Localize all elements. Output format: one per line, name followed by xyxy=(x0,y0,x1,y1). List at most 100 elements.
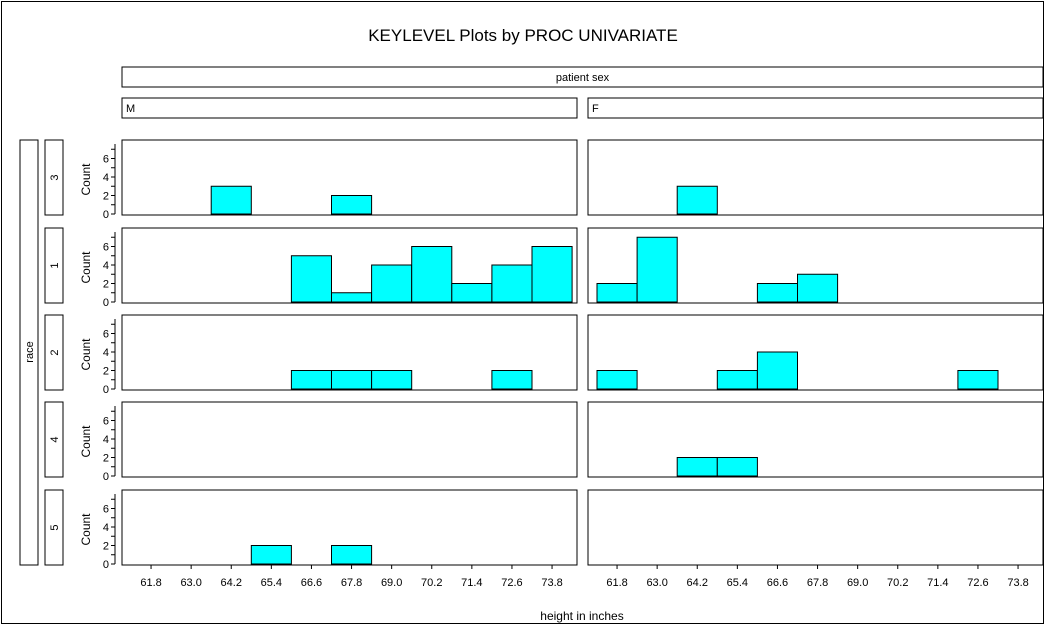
histogram-bar xyxy=(290,370,332,390)
row-level-strip xyxy=(44,401,64,478)
row-level-strip xyxy=(44,227,64,304)
x-tick-label: 70.2 xyxy=(421,577,442,589)
x-tick-label: 70.2 xyxy=(887,577,908,589)
histogram-bar xyxy=(210,185,252,215)
y-tick-label: 6 xyxy=(103,416,109,428)
y-tick-label: 4 xyxy=(103,172,109,184)
x-tick-label: 65.4 xyxy=(727,577,748,589)
column-level-strip xyxy=(587,97,1044,119)
y-tick-label: 2 xyxy=(103,191,109,203)
y-tick-label: 6 xyxy=(103,154,109,166)
y-axis-label: Count xyxy=(79,251,93,284)
row-level-label: 3 xyxy=(49,174,61,180)
y-tick-label: 2 xyxy=(103,366,109,378)
y-tick-label: 2 xyxy=(103,453,109,465)
row-level-strip xyxy=(44,314,64,391)
column-variable-label: patient sex xyxy=(556,72,610,84)
histogram-bar xyxy=(716,370,758,390)
y-axis-label: Count xyxy=(79,338,93,371)
histogram-bar xyxy=(531,246,573,303)
x-tick-label: 67.8 xyxy=(341,577,362,589)
histogram-bar xyxy=(331,292,373,303)
x-tick-label: 64.2 xyxy=(687,577,708,589)
column-variable-strip xyxy=(121,66,1044,88)
y-tick-label: 6 xyxy=(103,242,109,254)
y-tick-label: 2 xyxy=(103,541,109,553)
y-tick-label: 4 xyxy=(103,522,109,534)
histogram-bar xyxy=(676,457,718,477)
row-level-label: 4 xyxy=(49,436,61,442)
histogram-bar xyxy=(957,370,999,390)
x-tick-label: 69.0 xyxy=(381,577,402,589)
histogram-bar xyxy=(290,255,332,303)
x-tick-label: 61.8 xyxy=(606,577,627,589)
y-tick-label: 6 xyxy=(103,329,109,341)
y-axis-label: Count xyxy=(79,163,93,196)
y-tick-label: 4 xyxy=(103,260,109,272)
histogram-bar xyxy=(636,236,678,303)
x-tick-label: 63.0 xyxy=(180,577,201,589)
y-axis-label: Count xyxy=(79,513,93,546)
histogram-bar xyxy=(797,273,839,303)
x-tick-label: 67.8 xyxy=(807,577,828,589)
y-tick-label: 0 xyxy=(103,559,109,571)
row-level-label: 5 xyxy=(49,524,61,530)
histogram-bar xyxy=(331,370,373,390)
y-tick-label: 4 xyxy=(103,347,109,359)
histogram-bar xyxy=(371,264,413,303)
x-tick-label: 73.8 xyxy=(1007,577,1028,589)
histogram-bar xyxy=(596,370,638,390)
column-level-strip xyxy=(121,97,578,119)
histogram-bar xyxy=(491,264,533,303)
y-tick-label: 4 xyxy=(103,434,109,446)
x-axis-label: height in inches xyxy=(540,609,623,623)
row-level-strip xyxy=(44,139,64,216)
x-tick-label: 69.0 xyxy=(847,577,868,589)
y-tick-label: 0 xyxy=(103,384,109,396)
histogram-bar xyxy=(250,545,292,565)
histogram-bar xyxy=(491,370,533,390)
x-tick-label: 61.8 xyxy=(140,577,161,589)
chart-title: KEYLEVEL Plots by PROC UNIVARIATE xyxy=(368,26,678,45)
y-tick-label: 2 xyxy=(103,279,109,291)
histogram-panel xyxy=(587,401,1044,478)
x-tick-label: 65.4 xyxy=(261,577,282,589)
row-variable-label: race xyxy=(24,341,36,362)
histogram-bar xyxy=(756,351,799,390)
y-tick-label: 0 xyxy=(103,209,109,221)
histogram-bar xyxy=(331,545,373,565)
histogram-panel xyxy=(587,489,1044,566)
y-axis-label: Count xyxy=(79,425,93,458)
x-tick-label: 64.2 xyxy=(221,577,242,589)
histogram-bar xyxy=(451,283,493,303)
y-tick-label: 6 xyxy=(103,504,109,516)
histogram-bar xyxy=(756,283,799,303)
x-tick-label: 66.6 xyxy=(301,577,322,589)
row-level-label: 2 xyxy=(49,349,61,355)
x-tick-label: 63.0 xyxy=(646,577,667,589)
x-tick-label: 66.6 xyxy=(767,577,788,589)
column-level-label: M xyxy=(126,103,135,115)
row-level-label: 1 xyxy=(49,262,61,268)
x-tick-label: 73.8 xyxy=(541,577,562,589)
y-tick-label: 0 xyxy=(103,471,109,483)
histogram-bar xyxy=(676,185,718,215)
column-level-label: F xyxy=(592,103,599,115)
y-tick-label: 0 xyxy=(103,297,109,309)
x-tick-label: 71.4 xyxy=(461,577,482,589)
histogram-panel xyxy=(121,401,578,478)
row-level-strip xyxy=(44,489,64,566)
x-tick-label: 72.6 xyxy=(501,577,522,589)
x-tick-label: 72.6 xyxy=(967,577,988,589)
histogram-bar xyxy=(371,370,413,390)
histogram-bar xyxy=(411,246,453,303)
row-variable-strip xyxy=(19,139,39,566)
histogram-bar xyxy=(331,195,373,215)
histogram-bar xyxy=(716,457,758,477)
histogram-panel xyxy=(587,139,1044,216)
x-tick-label: 71.4 xyxy=(927,577,948,589)
histogram-bar xyxy=(596,283,638,303)
